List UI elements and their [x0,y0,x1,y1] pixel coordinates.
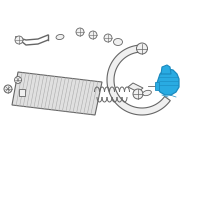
Polygon shape [128,83,143,92]
Polygon shape [157,69,179,95]
Ellipse shape [114,38,122,46]
Circle shape [133,89,143,99]
Polygon shape [161,65,171,74]
Bar [19,88,25,96]
Circle shape [76,28,84,36]
Circle shape [104,34,112,42]
Bar [155,82,159,90]
Circle shape [136,43,148,54]
Circle shape [15,36,23,44]
Polygon shape [107,45,170,115]
Polygon shape [12,72,102,115]
Ellipse shape [143,90,151,96]
Circle shape [4,85,12,93]
Ellipse shape [56,34,64,40]
Circle shape [89,31,97,39]
Circle shape [14,76,22,84]
